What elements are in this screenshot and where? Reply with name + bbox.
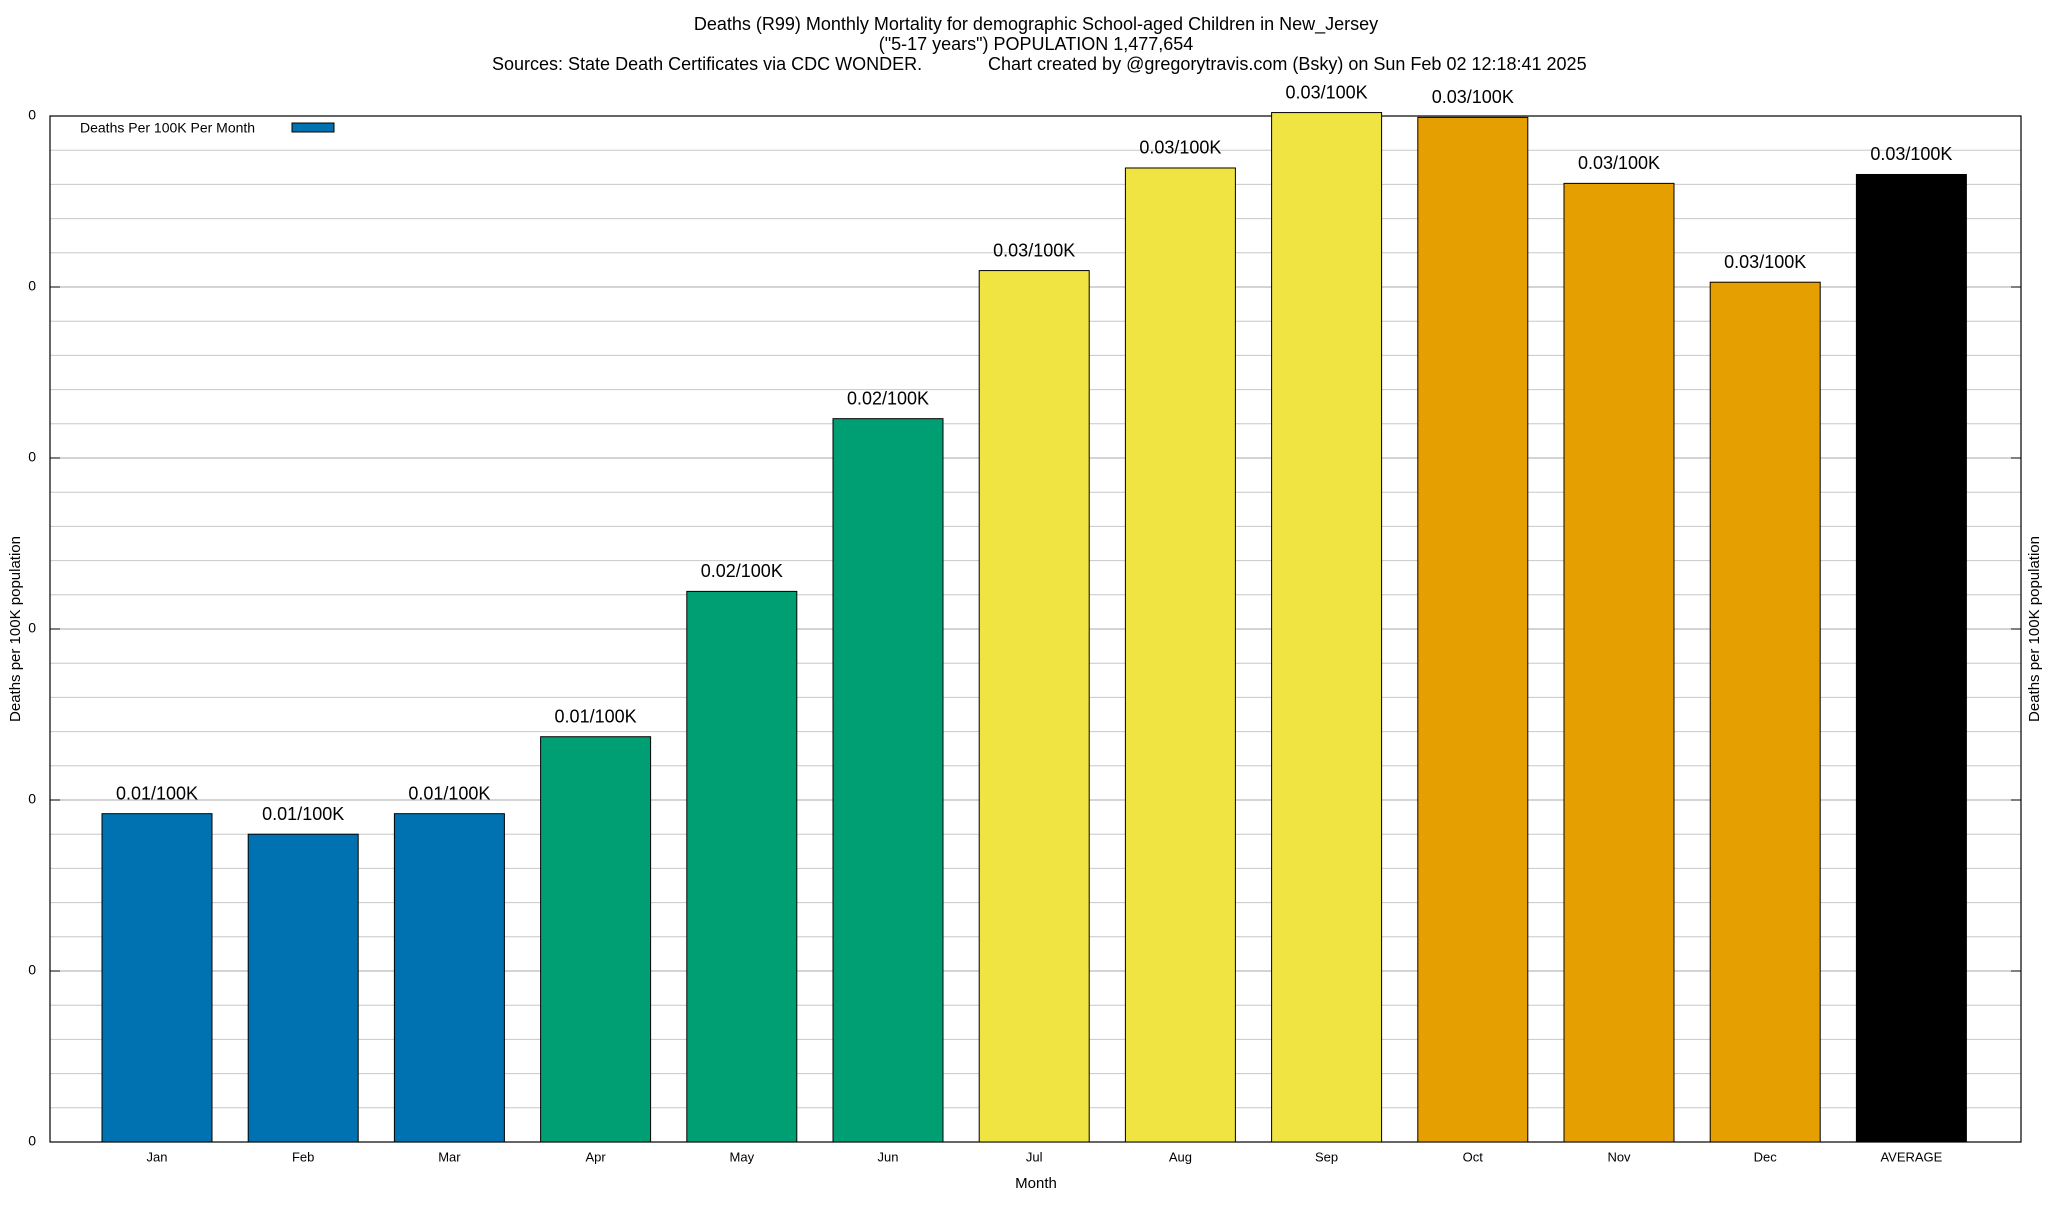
value-label: 0.03/100K	[993, 240, 1075, 260]
bar	[247, 833, 359, 1143]
value-label: 0.03/100K	[1286, 82, 1368, 102]
y-tick-label: 0	[28, 1133, 36, 1149]
chart-title: Deaths (R99) Monthly Mortality for demog…	[694, 14, 1378, 35]
credit: Chart created by @gregorytravis.com (Bsk…	[988, 54, 1587, 74]
x-tick-label: Oct	[1463, 1149, 1484, 1164]
bar	[1271, 112, 1383, 1143]
x-tick-label: May	[730, 1149, 755, 1164]
x-tick-label: Jan	[147, 1149, 168, 1164]
bar	[686, 590, 798, 1143]
value-label: 0.02/100K	[847, 388, 929, 408]
value-label: 0.03/100K	[1578, 153, 1660, 173]
bar	[1124, 167, 1236, 1143]
value-label: 0.03/100K	[1870, 144, 1952, 164]
value-label: 0.01/100K	[408, 783, 490, 803]
x-axis-label: Month	[1015, 1175, 1057, 1192]
value-label: 0.01/100K	[555, 706, 637, 726]
y2-axis-label: Deaths per 100K population	[2026, 536, 2043, 722]
bar	[1855, 173, 1967, 1143]
legend-swatch	[291, 122, 335, 133]
value-label: 0.03/100K	[1139, 138, 1221, 158]
x-tick-label: Jul	[1026, 1149, 1043, 1164]
bar	[393, 813, 505, 1143]
x-tick-label: Jun	[878, 1149, 899, 1164]
value-label: 0.01/100K	[116, 783, 198, 803]
value-label: 0.01/100K	[262, 804, 344, 824]
value-label: 0.03/100K	[1724, 252, 1806, 272]
x-tick-label: Nov	[1607, 1149, 1631, 1164]
bar	[1417, 116, 1529, 1143]
bar	[978, 270, 1090, 1143]
y-tick-label: 0	[28, 962, 36, 978]
y-tick-label: 0	[28, 791, 36, 807]
y-tick-label: 0	[28, 620, 36, 636]
y-tick-label: 0	[28, 107, 36, 123]
legend-label: Deaths Per 100K Per Month	[80, 120, 255, 136]
x-tick-label: Mar	[438, 1149, 461, 1164]
x-tick-label: Aug	[1169, 1149, 1192, 1164]
x-tick-label: Feb	[292, 1149, 314, 1164]
value-label: 0.03/100K	[1432, 87, 1514, 107]
y-tick-label: 0	[28, 449, 36, 465]
x-tick-label: AVERAGE	[1880, 1149, 1942, 1164]
bar	[1709, 281, 1821, 1143]
chart-subtitle: ("5-17 years") POPULATION 1,477,654	[879, 34, 1194, 54]
bar	[832, 418, 944, 1143]
x-tick-label: Apr	[585, 1149, 606, 1164]
bar	[101, 813, 213, 1143]
bar	[540, 736, 652, 1143]
value-label: 0.02/100K	[701, 561, 783, 581]
y-tick-label: 0	[28, 278, 36, 294]
bar	[1563, 182, 1675, 1143]
x-tick-label: Dec	[1754, 1149, 1778, 1164]
y-axis-label: Deaths per 100K population	[7, 536, 24, 722]
x-tick-label: Sep	[1315, 1149, 1338, 1164]
sources: Sources: State Death Certificates via CD…	[492, 54, 922, 74]
